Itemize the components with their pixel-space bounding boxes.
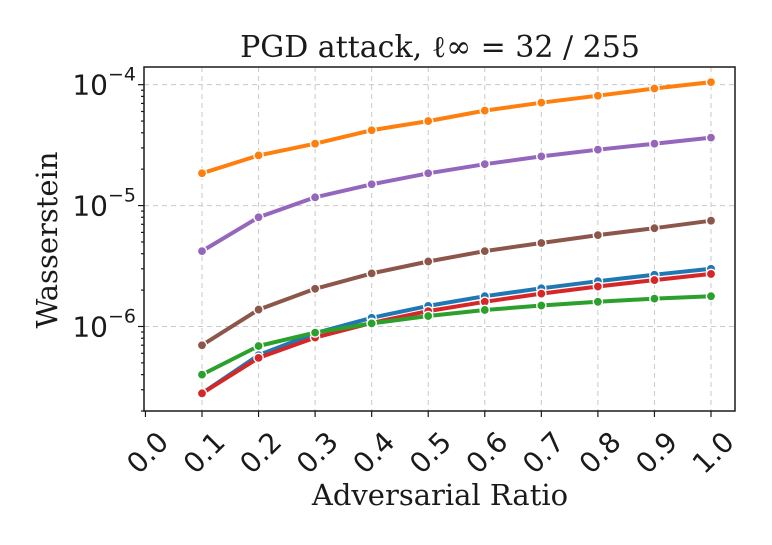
x-tick-label: 1.0 (686, 425, 741, 480)
data-point (479, 105, 491, 116)
data-point (536, 300, 547, 311)
data-point (479, 158, 491, 170)
x-axis-ticks: 0.0 0.1 0.2 0.3 0.4 0.5 0.6 0.7 0.8 0.9 1.0 (120, 411, 741, 480)
x-tick-label: 0.8 (573, 425, 628, 480)
data-point (196, 388, 208, 399)
series-layer (196, 76, 717, 399)
y-tick-label: 10−6 (72, 305, 136, 343)
data-point (592, 229, 604, 241)
plot-frame (143, 66, 736, 412)
data-point (422, 167, 434, 179)
data-point (536, 288, 547, 299)
series-4 (196, 268, 717, 399)
y-tick-exponent: −5 (108, 185, 136, 207)
chart-title: PGD attack, ℓ∞ = 32 / 255 (240, 30, 640, 65)
data-point (366, 124, 377, 136)
data-point (309, 138, 321, 149)
x-tick-label: 0.1 (177, 425, 232, 480)
data-point (422, 256, 434, 267)
data-point (422, 310, 434, 322)
data-point (253, 352, 264, 364)
x-tick-label: 0.7 (516, 425, 571, 480)
series-line (200, 80, 713, 176)
series-line (200, 271, 713, 396)
data-point (309, 327, 321, 338)
data-point (309, 283, 321, 295)
series-2 (196, 215, 717, 351)
x-tick-label: 0.4 (346, 425, 401, 480)
series-line (200, 266, 713, 396)
data-point (592, 281, 604, 292)
data-point (479, 245, 491, 257)
data-point (705, 76, 717, 88)
data-point (196, 245, 208, 257)
series-0 (196, 76, 717, 179)
data-point (196, 167, 208, 179)
x-tick-label: 0.3 (290, 425, 345, 480)
data-point (705, 268, 717, 280)
data-point (536, 97, 547, 108)
data-point (705, 290, 717, 302)
data-point (592, 144, 604, 155)
series-5 (196, 290, 717, 380)
data-point (649, 274, 660, 286)
data-point (536, 237, 547, 249)
data-point (366, 178, 377, 190)
data-point (253, 150, 264, 161)
y-tick-base: 10 (72, 310, 108, 343)
x-tick-label: 0.5 (403, 425, 458, 480)
x-tick-label: 0.6 (460, 425, 515, 480)
series-line (200, 218, 713, 348)
x-tick-label: 0.0 (120, 425, 175, 480)
series-3 (196, 263, 717, 399)
x-tick-label: 0.9 (629, 425, 684, 480)
data-point (649, 138, 660, 149)
data-point (649, 222, 660, 234)
y-axis-ticks: 10−610−510−4 (72, 64, 144, 412)
series-line (200, 135, 713, 254)
y-tick-label: 10−4 (72, 64, 136, 102)
y-tick-label: 10−5 (72, 185, 136, 223)
data-point (649, 293, 660, 304)
data-point (366, 318, 377, 329)
data-point (705, 215, 717, 226)
y-axis-label: Wasserstein (30, 151, 64, 328)
data-point (705, 132, 717, 143)
data-point (592, 296, 604, 308)
series-line (200, 294, 713, 377)
data-point (253, 304, 264, 315)
y-tick-exponent: −4 (108, 64, 136, 86)
data-point (196, 339, 208, 351)
y-tick-exponent: −6 (108, 305, 136, 327)
data-point (196, 369, 208, 380)
y-tick-base: 10 (72, 69, 108, 102)
data-point (536, 151, 547, 162)
data-point (253, 211, 264, 223)
data-point (592, 90, 604, 102)
data-point (253, 340, 264, 352)
data-point (479, 304, 491, 316)
series-1 (196, 132, 717, 257)
data-point (422, 115, 434, 127)
y-tick-base: 10 (72, 190, 108, 223)
data-point (309, 192, 321, 203)
x-tick-label: 0.2 (233, 425, 288, 480)
data-point (649, 83, 660, 94)
x-axis-label: Adversarial Ratio (311, 478, 568, 512)
data-point (366, 268, 377, 279)
